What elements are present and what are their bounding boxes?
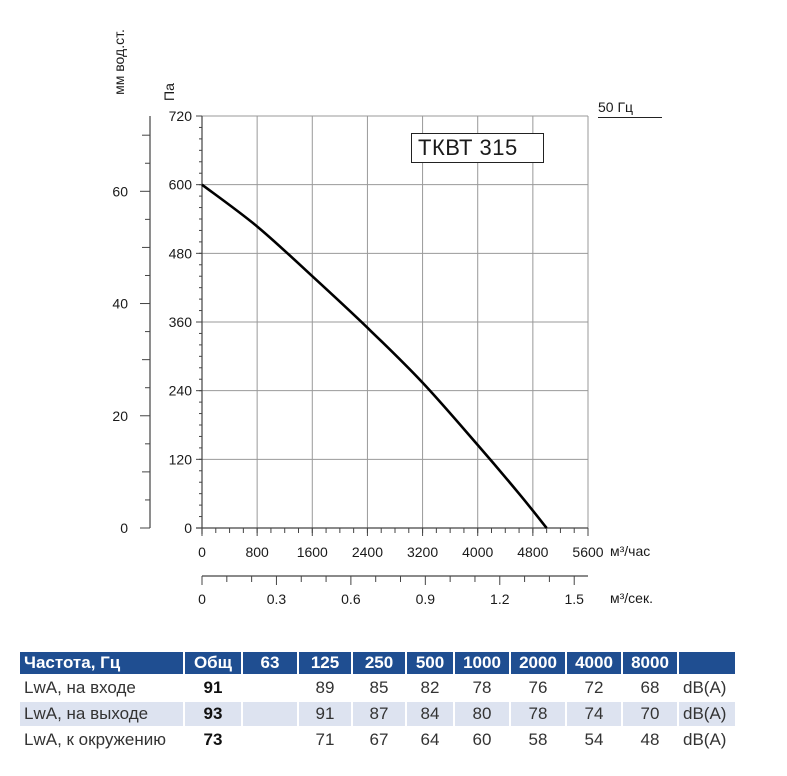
row-total: 93	[185, 702, 241, 726]
x-tick-label: 4000	[462, 544, 493, 560]
x-secondary-tick-label: 1.5	[564, 591, 584, 607]
x-secondary-tick-label: 0.9	[416, 591, 436, 607]
noise-header-row: Частота, Гц Общ 63 125 250 500 1000 2000…	[20, 652, 735, 674]
header-1000: 1000	[455, 652, 509, 674]
x-secondary-tick-label: 0.3	[267, 591, 287, 607]
row-unit: dB(A)	[683, 730, 727, 749]
x-tick-label: 4800	[517, 544, 548, 560]
chart-grid	[202, 115, 589, 528]
row-value: 80	[455, 702, 509, 726]
row-value: 72	[584, 678, 604, 697]
y-secondary-tick-label: 60	[112, 183, 128, 199]
row-value: 84	[407, 702, 453, 726]
x-tick-label: 0	[198, 544, 206, 560]
row-label: LwA, на входе	[24, 678, 136, 697]
row-label: LwA, на выходе	[20, 702, 183, 726]
row-value: 76	[528, 678, 548, 697]
row-value: 58	[528, 730, 548, 749]
header-8000: 8000	[623, 652, 677, 674]
x-tick-label: 1600	[297, 544, 328, 560]
y-secondary-tick-label: 20	[112, 408, 128, 424]
curve-layer	[201, 183, 548, 529]
x-secondary-tick-label: 0.6	[341, 591, 361, 607]
row-value: 85	[369, 678, 389, 697]
row-value: 64	[420, 730, 440, 749]
row-value: 60	[472, 730, 492, 749]
y-tick-label: 480	[169, 245, 193, 261]
performance-curve-0	[201, 183, 548, 529]
x-axis-label-m3h: м³/час	[610, 543, 650, 559]
header-500: 500	[407, 652, 453, 674]
x-tick-label: 5600	[572, 544, 603, 560]
y-tick-label: 600	[169, 177, 193, 193]
header-4000: 4000	[567, 652, 621, 674]
header-frequency: Частота, Гц	[20, 652, 183, 674]
row-value: 48	[640, 730, 660, 749]
x-secondary-tick-label: 0	[198, 591, 206, 607]
y-tick-label: 360	[169, 314, 193, 330]
y-axis-label-mm: мм вод.ст.	[111, 29, 127, 95]
x-tick-label: 3200	[407, 544, 438, 560]
row-unit: dB(A)	[683, 678, 727, 697]
row-value: 68	[640, 678, 660, 697]
y-secondary-tick-label: 0	[120, 520, 128, 536]
x-tick-label: 800	[245, 544, 269, 560]
row-value: 54	[584, 730, 604, 749]
header-63: 63	[243, 652, 297, 674]
x-axis-label-m3s: м³/сек.	[610, 590, 653, 606]
frequency-underline	[598, 117, 662, 118]
row-value: 74	[567, 702, 621, 726]
header-250: 250	[353, 652, 405, 674]
row-value	[243, 702, 297, 726]
row-value	[243, 728, 297, 752]
row-value: 87	[353, 702, 405, 726]
y-axis-label-pa: Па	[161, 83, 177, 101]
table-row: LwA, на входе 91 89 85 82 78 76 72 68 dB…	[20, 676, 735, 700]
y-tick-label: 240	[169, 383, 193, 399]
row-total: 91	[203, 678, 223, 697]
y-tick-label: 0	[184, 520, 192, 536]
header-total: Общ	[185, 652, 241, 674]
row-value: 82	[420, 678, 440, 697]
table-row: LwA, на выходе 93 91 87 84 80 78 74 70 d…	[20, 702, 735, 726]
header-125: 125	[299, 652, 351, 674]
row-value: 71	[315, 730, 335, 749]
model-title: ТКВТ 315	[411, 133, 544, 163]
y-secondary-tick-label: 40	[112, 296, 128, 312]
row-value: 78	[472, 678, 492, 697]
row-total: 73	[203, 730, 223, 749]
row-value: 89	[315, 678, 335, 697]
row-value: 70	[623, 702, 677, 726]
header-unit-cell	[679, 652, 735, 674]
row-unit: dB(A)	[679, 702, 735, 726]
y-tick-label: 120	[169, 451, 193, 467]
header-2000: 2000	[511, 652, 565, 674]
noise-table: Частота, Гц Общ 63 125 250 500 1000 2000…	[18, 650, 737, 754]
y-tick-label: 720	[169, 108, 193, 124]
row-value: 67	[369, 730, 389, 749]
table-row: LwA, к окружению 73 71 67 64 60 58 54 48…	[20, 728, 735, 752]
frequency-label: 50 Гц	[598, 99, 634, 115]
row-label: LwA, к окружению	[24, 730, 166, 749]
x-tick-label: 2400	[352, 544, 383, 560]
row-value: 91	[299, 702, 351, 726]
row-value	[243, 676, 297, 700]
row-value: 78	[511, 702, 565, 726]
x-secondary-tick-label: 1.2	[490, 591, 510, 607]
